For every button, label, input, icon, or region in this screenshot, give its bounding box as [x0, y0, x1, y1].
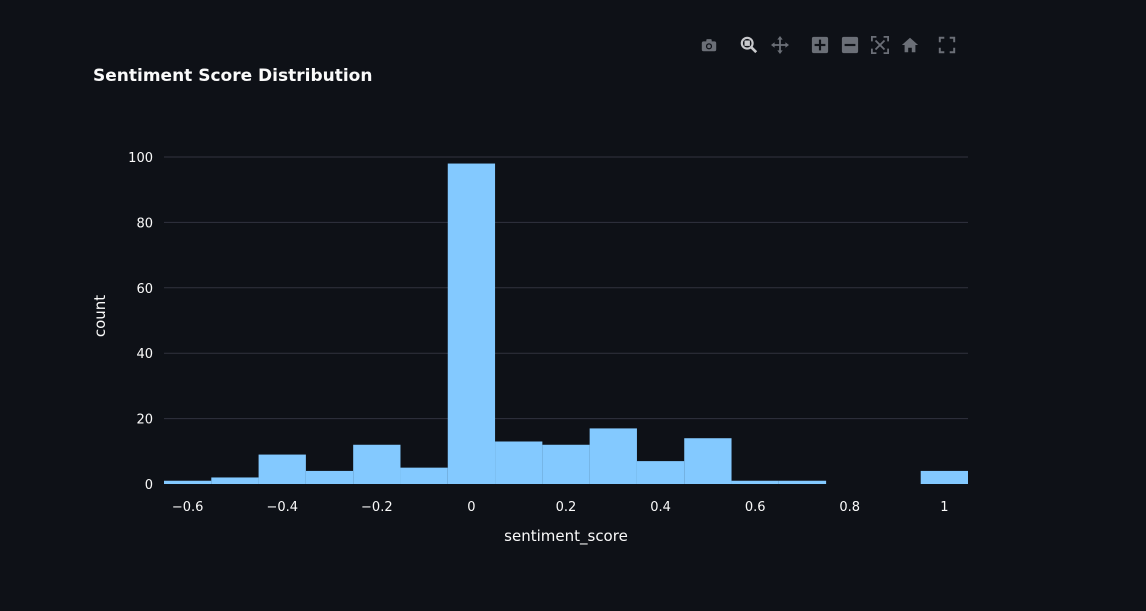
histogram-bar[interactable] [542, 444, 590, 484]
histogram-bar[interactable] [589, 428, 637, 484]
x-tick-label: 0.8 [839, 500, 860, 515]
histogram-bar[interactable] [920, 470, 968, 484]
y-tick-label: 100 [128, 151, 153, 166]
histogram-bar[interactable] [636, 461, 685, 484]
histogram-bar[interactable] [305, 470, 354, 484]
zoom-icon[interactable] [738, 34, 760, 56]
camera-icon[interactable] [698, 34, 720, 56]
histogram-bar[interactable] [258, 454, 306, 484]
x-tick-label: 0.4 [650, 500, 671, 515]
histogram-bar[interactable] [495, 441, 543, 484]
x-tick-label: 0 [467, 500, 475, 515]
histogram-bar[interactable] [211, 477, 259, 484]
reset-axes-icon[interactable] [899, 34, 921, 56]
zoom-in-icon[interactable] [809, 34, 831, 56]
histogram-bar[interactable] [731, 480, 779, 484]
y-axis-ticks: 0 20 40 60 80 100 [128, 151, 153, 493]
x-axis-title: sentiment_score [504, 527, 628, 546]
x-tick-label: 0.2 [556, 500, 577, 515]
x-tick-label: −0.4 [266, 500, 298, 515]
histogram-bar[interactable] [400, 467, 448, 484]
x-tick-label: −0.6 [172, 500, 204, 515]
chart-title: Sentiment Score Distribution [93, 66, 373, 86]
y-tick-label: 20 [136, 413, 153, 428]
x-axis-ticks: −0.6 −0.4 −0.2 0 0.2 0.4 0.6 0.8 1 [172, 500, 949, 515]
histogram-bar[interactable] [778, 480, 827, 484]
y-axis-title: count [91, 295, 109, 337]
bars [164, 163, 968, 485]
x-tick-label: −0.2 [361, 500, 393, 515]
x-tick-label: 0.6 [745, 500, 766, 515]
modebar [696, 34, 966, 56]
fullscreen-icon[interactable] [936, 34, 958, 56]
gridlines [164, 156, 968, 420]
histogram-bar[interactable] [353, 444, 401, 484]
y-tick-label: 60 [136, 282, 153, 297]
histogram-bar[interactable] [447, 163, 496, 485]
histogram-bar[interactable] [164, 480, 212, 484]
y-tick-label: 0 [145, 478, 153, 493]
histogram-bar[interactable] [684, 438, 732, 484]
y-tick-label: 80 [136, 216, 153, 231]
x-tick-label: 1 [940, 500, 948, 515]
pan-icon[interactable] [769, 34, 791, 56]
y-tick-label: 40 [136, 347, 153, 362]
autoscale-icon[interactable] [869, 34, 891, 56]
zoom-out-icon[interactable] [839, 34, 861, 56]
